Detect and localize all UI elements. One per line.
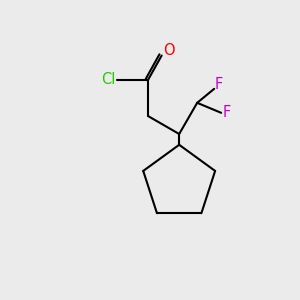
Text: O: O — [163, 43, 175, 58]
Text: Cl: Cl — [101, 73, 115, 88]
Text: F: F — [223, 105, 231, 120]
Text: F: F — [215, 77, 223, 92]
